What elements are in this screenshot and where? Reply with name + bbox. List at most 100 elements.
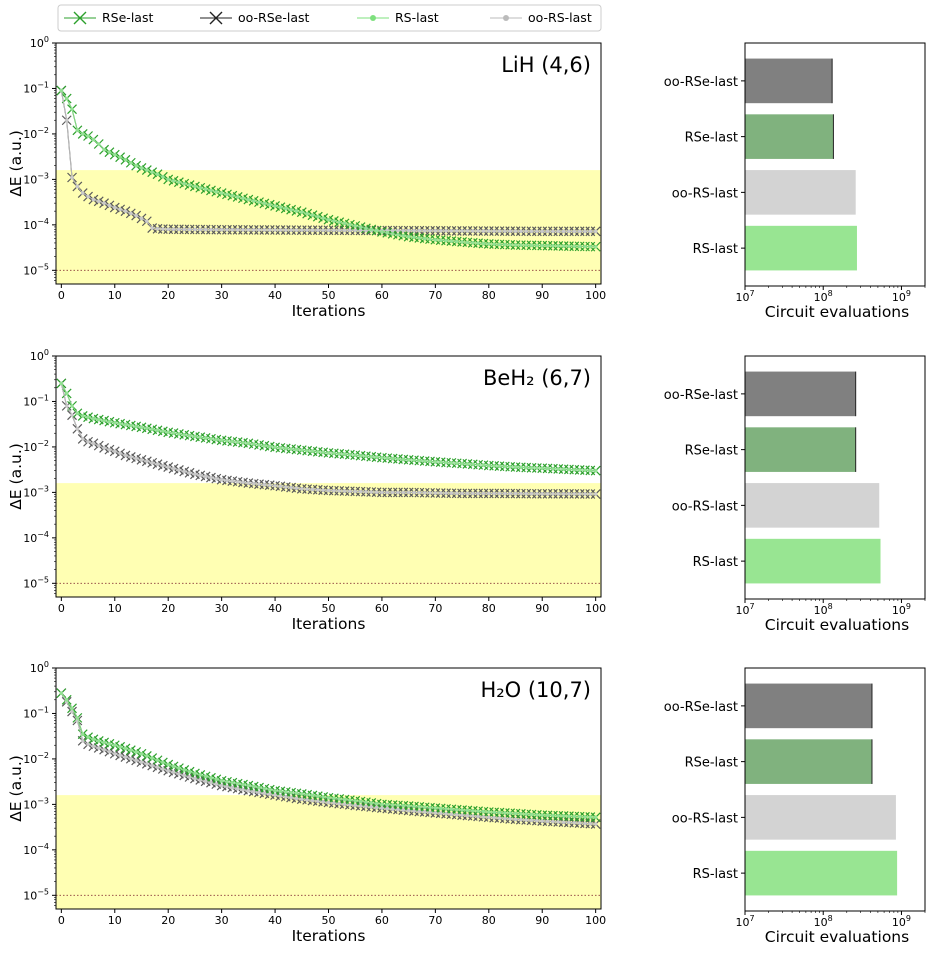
data-point — [123, 157, 128, 162]
data-point — [556, 813, 561, 818]
data-point — [519, 465, 523, 470]
data-point — [417, 490, 422, 495]
data-point — [364, 490, 368, 494]
data-point — [64, 96, 69, 101]
data-point — [155, 758, 160, 763]
data-point — [64, 404, 69, 408]
data-point — [70, 404, 74, 408]
data-point — [342, 221, 347, 226]
data-point — [251, 789, 256, 794]
data-point — [497, 491, 502, 496]
data-point — [193, 771, 197, 776]
data-point — [278, 228, 283, 232]
data-point — [353, 798, 358, 803]
data-point — [561, 814, 566, 818]
data-point — [460, 240, 464, 244]
data-point — [321, 800, 325, 804]
data-point — [283, 228, 288, 232]
data-point — [444, 460, 448, 465]
data-point — [540, 819, 545, 823]
data-point — [225, 439, 229, 443]
data-point — [209, 188, 213, 193]
bar — [745, 538, 881, 584]
data-point — [561, 229, 566, 234]
data-point — [519, 817, 523, 822]
data-point — [428, 237, 432, 241]
data-point — [193, 434, 197, 439]
data-point — [273, 788, 277, 793]
data-point — [470, 814, 475, 818]
data-point — [129, 211, 133, 216]
data-point — [348, 222, 352, 227]
data-point — [262, 482, 267, 487]
data-point — [454, 239, 459, 244]
data-point — [198, 773, 203, 777]
data-point — [59, 381, 64, 386]
data-point — [198, 227, 203, 232]
data-point — [513, 243, 518, 247]
data-point — [492, 810, 496, 815]
data-point — [107, 419, 112, 424]
data-point — [209, 227, 213, 232]
data-point — [107, 150, 112, 154]
data-point — [332, 219, 336, 223]
y-tick-label: 100 — [30, 35, 49, 50]
category-label: oo-RS-last — [672, 499, 738, 514]
data-point — [96, 199, 101, 204]
data-point — [396, 803, 400, 808]
data-point — [161, 767, 165, 771]
data-point — [209, 436, 213, 441]
data-point — [572, 814, 577, 819]
data-point — [332, 451, 336, 456]
data-point — [316, 794, 320, 799]
data-point — [470, 240, 475, 245]
data-point — [257, 443, 261, 447]
data-point — [139, 760, 144, 764]
data-point — [91, 737, 96, 742]
data-point — [219, 227, 224, 232]
data-point — [112, 205, 117, 210]
data-point — [551, 492, 555, 496]
x-tick-label: 10 — [108, 914, 122, 927]
data-point — [396, 490, 400, 495]
data-point — [209, 780, 213, 785]
data-point — [86, 134, 90, 138]
x-tick-label: 50 — [322, 914, 336, 927]
data-point — [134, 758, 138, 763]
data-point — [230, 785, 235, 790]
y-tick-label: 10−2 — [23, 439, 49, 454]
data-point — [342, 489, 347, 493]
x-axis-label: Iterations — [292, 302, 366, 320]
data-point — [449, 812, 454, 817]
category-label: oo-RS-last — [672, 811, 738, 826]
data-point — [278, 205, 283, 210]
data-point — [428, 805, 432, 810]
data-point — [155, 765, 160, 770]
data-point — [182, 227, 187, 232]
data-point — [486, 242, 491, 246]
data-point — [535, 243, 539, 248]
data-point — [299, 448, 304, 452]
data-point — [503, 811, 507, 815]
bar — [745, 114, 834, 159]
data-point — [118, 745, 122, 749]
data-point — [107, 203, 112, 208]
data-point — [182, 432, 187, 437]
bar-panel: oo-RSe-last RSe-last oo-RS-last RS-last 107 1… — [664, 667, 926, 946]
data-point — [187, 433, 192, 438]
data-point — [289, 790, 293, 795]
data-point — [529, 229, 534, 234]
data-point — [433, 228, 438, 233]
data-point — [406, 458, 411, 462]
data-point — [401, 233, 406, 238]
x-axis-label: Iterations — [292, 615, 366, 633]
data-point — [214, 189, 219, 194]
category-label: oo-RSe-last — [664, 388, 738, 403]
data-point — [283, 790, 288, 794]
data-point — [369, 490, 374, 494]
data-point — [529, 812, 534, 817]
data-point — [380, 802, 384, 807]
data-point — [294, 796, 299, 801]
data-point — [241, 440, 245, 445]
